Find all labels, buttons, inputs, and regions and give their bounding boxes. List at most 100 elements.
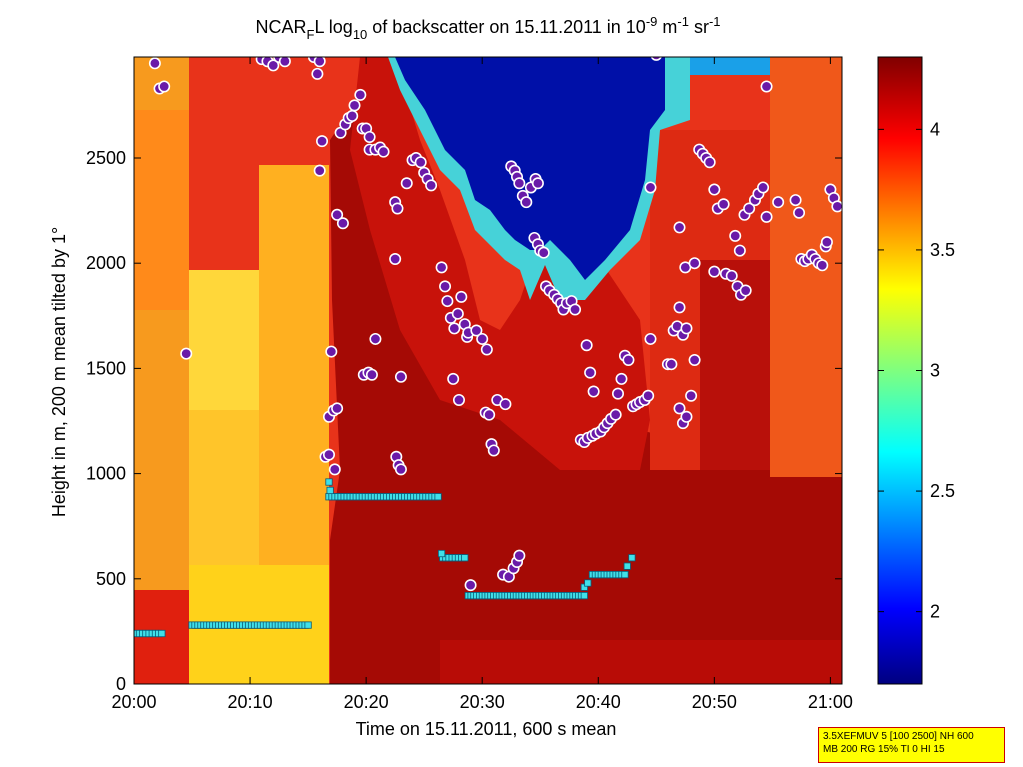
x-tick-label: 20:40 xyxy=(576,692,621,712)
cyan-square-markers xyxy=(134,478,636,638)
purple-dot-marker xyxy=(278,57,291,68)
purple-dot-marker xyxy=(717,198,730,211)
x-tick-label: 20:50 xyxy=(692,692,737,712)
x-tick-label: 20:00 xyxy=(111,692,156,712)
purple-dot-marker xyxy=(447,372,460,385)
purple-dot-marker xyxy=(703,156,716,169)
purple-dot-marker xyxy=(267,59,280,72)
purple-dot-marker xyxy=(831,200,842,213)
cyan-square-marker xyxy=(461,554,469,562)
heatmap-region-orange-left xyxy=(134,110,189,310)
purple-dot-marker xyxy=(580,339,593,352)
purple-dot-marker xyxy=(537,246,550,259)
purple-dot-marker xyxy=(587,385,600,398)
cyan-square-marker xyxy=(325,478,333,486)
colorbar-tick-label: 3.5 xyxy=(930,240,955,260)
purple-dot-marker xyxy=(476,332,489,345)
y-tick-label: 500 xyxy=(96,569,126,589)
purple-dot-marker xyxy=(650,57,662,61)
purple-dot-marker xyxy=(820,236,833,249)
heatmap-region-bottom-red xyxy=(440,640,842,684)
heatmap-region-right-dark xyxy=(700,260,770,470)
info-box: 3.5XEFMUV 5 [100 2500] NH 600 MB 200 RG … xyxy=(818,727,1005,763)
heatmap-region-right-orange xyxy=(770,57,842,477)
purple-dot-marker xyxy=(452,393,465,406)
info-box-line-2: MB 200 RG 15% TI 0 HI 15 xyxy=(823,744,945,755)
plot-frame xyxy=(133,56,843,685)
y-tick-label: 0 xyxy=(116,674,126,694)
purple-dot-marker xyxy=(448,322,461,335)
purple-dot-marker xyxy=(441,295,454,308)
purple-dot-marker xyxy=(729,229,742,242)
purple-dot-marker xyxy=(354,88,367,101)
purple-dot-marker xyxy=(464,579,477,592)
purple-dot-marker xyxy=(435,261,448,274)
purple-dot-marker xyxy=(439,280,452,293)
purple-dot-marker xyxy=(520,196,533,209)
purple-dot-marker xyxy=(311,67,324,80)
cyan-square-marker xyxy=(304,621,312,629)
colorbar-tick-label: 3 xyxy=(930,361,940,381)
y-tick-label: 1500 xyxy=(86,358,126,378)
cyan-square-marker xyxy=(434,493,442,501)
purple-dot-marker xyxy=(688,257,701,270)
cyan-square-marker xyxy=(621,570,629,579)
colorbar-axis: 2 2.5 3 3.5 4 xyxy=(878,119,955,622)
x-tick-label: 21:00 xyxy=(808,692,853,712)
purple-dot-marker xyxy=(642,389,655,402)
info-box-line-1: 3.5XEFMUV 5 [100 2500] NH 600 xyxy=(823,731,974,742)
colorbar xyxy=(877,56,923,685)
purple-dot-marker xyxy=(363,130,376,143)
purple-dot-marker xyxy=(328,463,341,476)
purple-dot-marker xyxy=(400,177,413,190)
purple-dot-marker xyxy=(391,202,404,215)
purple-dot-marker xyxy=(611,387,624,400)
purple-dot-marker xyxy=(322,448,335,461)
purple-dot-marker xyxy=(789,194,802,207)
purple-dot-marker xyxy=(365,368,378,381)
cyan-square-marker xyxy=(580,592,588,600)
purple-dot-marker xyxy=(688,353,701,366)
heatmap-region-blue xyxy=(395,57,665,280)
x-axis-label: Time on 15.11.2011, 600 s mean xyxy=(356,719,617,739)
heatmap-region-orange-strip xyxy=(189,410,259,565)
purple-dot-marker xyxy=(739,284,752,297)
purple-dot-marker xyxy=(499,398,512,411)
purple-dot-marker xyxy=(480,343,493,356)
purple-dot-marker xyxy=(609,408,622,421)
x-tick-label: 20:30 xyxy=(460,692,505,712)
purple-dot-marker xyxy=(816,259,829,272)
purple-dot-marker xyxy=(615,372,628,385)
y-axis: 0 500 1000 1500 2000 2500 xyxy=(86,148,842,694)
purple-dot-marker xyxy=(377,145,390,158)
purple-dot-marker xyxy=(158,80,171,93)
purple-dot-marker xyxy=(394,463,407,476)
purple-dot-marker xyxy=(733,244,746,257)
heatmap-region-darkred-center xyxy=(330,110,842,684)
purple-dot-marker xyxy=(394,370,407,383)
purple-dot-marker xyxy=(483,408,496,421)
purple-dot-marker xyxy=(369,332,382,345)
y-tick-label: 1000 xyxy=(86,464,126,484)
purple-dot-marker xyxy=(313,57,326,68)
heatmap-region-yellow-mid xyxy=(189,270,259,410)
x-tick-label: 20:20 xyxy=(344,692,389,712)
purple-dot-marker xyxy=(316,135,329,148)
cyan-square-marker xyxy=(326,486,334,495)
heatmap-region-yellow-band xyxy=(259,165,329,565)
purple-dot-marker xyxy=(725,269,738,282)
purple-dot-marker xyxy=(673,402,686,415)
purple-dot-marker xyxy=(644,332,657,345)
purple-dot-marker xyxy=(389,252,402,265)
purple-dot-marker xyxy=(331,208,344,221)
purple-dot-marker xyxy=(569,303,582,316)
colorbar-tick-label: 2.5 xyxy=(930,481,955,501)
purple-dot-marker xyxy=(313,164,326,177)
purple-dot-marker xyxy=(513,549,526,562)
heatmap-plot-area xyxy=(134,57,842,684)
purple-dot-marker xyxy=(772,196,785,209)
purple-dot-marker xyxy=(644,181,657,194)
purple-dot-marker xyxy=(584,366,597,379)
purple-dot-marker xyxy=(673,221,686,234)
